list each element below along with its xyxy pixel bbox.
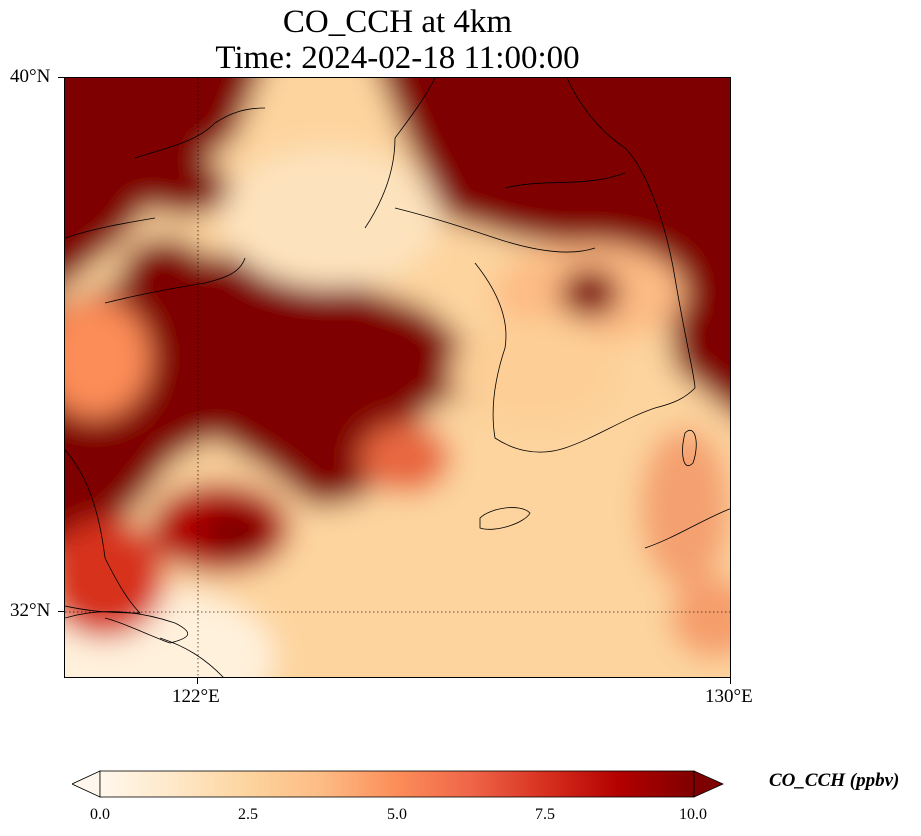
colorbar-tick-2-5: 2.5: [238, 806, 258, 823]
coastline-shandong-south: [104, 257, 246, 304]
field-high-pocket-west: [120, 238, 210, 318]
coastline-liaodong: [364, 78, 436, 229]
lat-tick-32n: [58, 611, 64, 612]
coastline-yangtze-mouth: [65, 611, 188, 644]
field-mid-far-se: [670, 578, 730, 658]
coastline-korea-east: [566, 78, 696, 389]
coastline-korea-west: [474, 262, 696, 453]
map-title: CO_CCH at 4km: [282, 4, 513, 40]
field-low-central-east: [450, 318, 620, 428]
colorbar-tick-7-5: 7.5: [535, 806, 555, 823]
colorbar-tick-0: 0.0: [90, 806, 110, 823]
lon-tick-130e: [730, 678, 731, 684]
field-mid-west: [65, 298, 150, 418]
colorbar-extend-max: [693, 770, 724, 798]
lon-label-130e: 130°E: [705, 686, 753, 707]
field-high-south-core: [200, 508, 270, 558]
co-concentration-field: [65, 78, 730, 677]
field-high-central: [65, 248, 545, 552]
coastline-liaodong-west: [134, 107, 266, 159]
coastline-shandong-north: [65, 217, 156, 239]
lat-label-32n: 32°N: [10, 600, 51, 621]
field-high-ne: [381, 78, 730, 413]
map-time-subtitle: Time: 2024-02-18 11:00:00: [215, 40, 580, 76]
field-high-pocket-east: [560, 268, 620, 318]
coastlines: [65, 78, 730, 677]
colorbar-extend-min: [72, 770, 101, 798]
lon-label-122e: 122°E: [172, 686, 220, 707]
lat-label-40n: 40°N: [10, 66, 51, 87]
field-mid-se: [640, 428, 730, 588]
colorbar-tick-10: 10.0: [679, 806, 707, 823]
colorbar-label: CO_CCH (ppbv): [769, 770, 900, 791]
coastline-jiangsu: [65, 449, 141, 614]
coastline-kyushu: [644, 508, 730, 549]
colorbar: [72, 770, 724, 798]
field-low-north: [220, 148, 440, 288]
map-panel: [64, 77, 731, 678]
coastline-korea-bay: [394, 207, 596, 253]
colorbar-tick-5: 5.0: [387, 806, 407, 823]
lon-tick-122e: [197, 678, 198, 684]
coastline-south: [159, 637, 224, 677]
coastline-north-korea-border: [504, 172, 626, 189]
field-mid-central: [360, 423, 450, 493]
field-high-sw: [65, 518, 165, 638]
field-high-pocket-nw: [140, 160, 230, 216]
coastline-tsushima: [682, 430, 697, 466]
colorbar-gradient: [99, 770, 695, 798]
lat-tick-40n: [58, 77, 64, 78]
coastline-jeju: [479, 507, 531, 530]
